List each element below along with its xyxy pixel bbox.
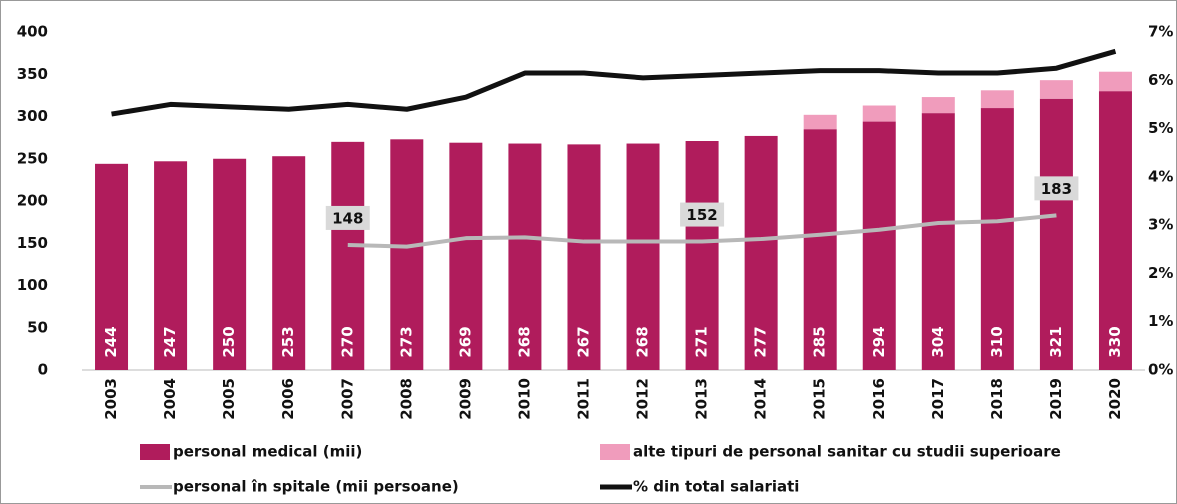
label-box [325,205,370,230]
bar [980,90,1014,109]
bar [921,97,955,114]
label-box [1034,176,1079,201]
bar [862,121,896,370]
bar [921,113,955,371]
x-tick-label: 2018 [988,378,1006,420]
x-tick-label: 2008 [397,378,415,420]
legend-swatch [140,444,170,460]
bar [390,139,424,370]
bar-value-label: 321 [1047,326,1065,357]
x-tick-label: 2015 [811,378,829,420]
x-tick-label: 2006 [279,378,297,420]
legend-label: personal medical (mii) [173,443,362,461]
x-tick-label: 2003 [102,378,120,420]
bar [567,144,601,370]
bar [862,105,896,122]
bar [154,161,188,370]
bar [1039,80,1073,99]
bar-value-label: 273 [397,326,415,357]
y2-tick-label: 4% [1148,167,1173,185]
y2-tick-label: 0% [1148,361,1173,379]
bar [272,156,306,370]
bar [95,163,129,370]
x-tick-label: 2017 [929,378,947,420]
y2-tick-label: 5% [1148,119,1173,137]
y-tick-label: 0 [38,361,48,379]
x-tick-label: 2005 [220,378,238,420]
bar [449,142,483,370]
bar [1098,91,1132,371]
x-tick-label: 2014 [752,378,770,420]
bar-value-label: 271 [693,326,711,357]
bar-value-label: 250 [220,326,238,357]
bar-value-label: 304 [929,326,947,357]
bar [744,135,778,370]
y-tick-label: 200 [17,192,48,210]
bar [1039,98,1073,370]
bar [213,158,247,370]
x-tick-label: 2016 [870,378,888,420]
bar-value-label: 247 [161,326,179,357]
bar [508,143,542,370]
y-tick-label: 100 [17,276,48,294]
y-tick-label: 150 [17,234,48,252]
x-tick-label: 2013 [693,378,711,420]
y-tick-label: 50 [27,318,48,336]
legend-swatch [600,444,630,460]
bar-value-label: 268 [634,326,652,357]
bar [1098,71,1132,92]
bar [331,141,365,370]
bar-value-label: 244 [102,326,120,357]
x-tick-label: 2007 [338,378,356,420]
x-tick-label: 2011 [574,378,592,420]
x-tick-label: 2012 [634,378,652,420]
y-tick-label: 300 [17,107,48,125]
legend-label: % din total salariati [633,478,799,496]
bar-value-label: 310 [988,326,1006,357]
bar [626,143,660,370]
y2-tick-label: 6% [1148,71,1173,89]
line [347,213,1057,249]
y-tick-label: 350 [17,65,48,83]
bar [803,114,837,130]
line [111,48,1117,117]
bar-value-label: 253 [279,326,297,357]
y2-tick-label: 7% [1148,23,1173,41]
x-tick-label: 2004 [161,378,179,420]
x-tick-label: 2020 [1106,378,1124,420]
line-value-label: 148 [332,209,363,227]
line-value-label: 183 [1041,180,1072,198]
y2-tick-label: 1% [1148,312,1173,330]
x-tick-label: 2019 [1047,378,1065,420]
bar [803,129,837,370]
bar-value-label: 268 [515,326,533,357]
bar-value-label: 267 [574,326,592,357]
bar-value-label: 285 [811,326,829,357]
bar-value-label: 277 [752,326,770,357]
bar [980,108,1014,371]
line-value-label: 152 [686,206,717,224]
y-tick-label: 250 [17,149,48,167]
y-tick-label: 400 [17,23,48,41]
x-tick-label: 2010 [515,378,533,420]
x-tick-label: 2009 [456,378,474,420]
legend-label: personal în spitale (mii persoane) [173,478,459,496]
y2-tick-label: 2% [1148,264,1173,282]
y2-tick-label: 3% [1148,216,1173,234]
bar-value-label: 330 [1106,326,1124,357]
bar-value-label: 294 [870,326,888,357]
bar-value-label: 269 [456,326,474,357]
legend-label: alte tipuri de personal sanitar cu studi… [633,443,1061,461]
bar-value-label: 270 [338,326,356,357]
label-box [680,202,725,227]
bar [685,141,719,370]
